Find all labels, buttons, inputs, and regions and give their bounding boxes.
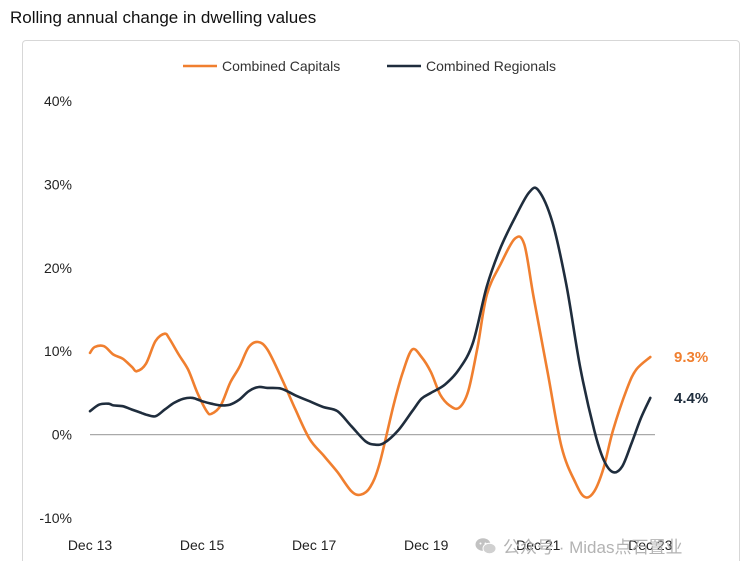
series-lines — [88, 186, 652, 499]
x-tick-label: Dec 13 — [68, 537, 113, 553]
x-tick-label: Dec 15 — [180, 537, 225, 553]
chart-frame — [22, 40, 740, 561]
y-tick-label: 0% — [52, 427, 72, 443]
y-tick-label: 40% — [44, 93, 72, 109]
end-label-combined-capitals: 9.3% — [674, 349, 708, 366]
x-axis-ticks: Dec 13 Dec 15 Dec 17 Dec 19 Dec 21 Dec 23 — [68, 537, 673, 553]
y-tick-label: 10% — [44, 343, 72, 359]
series-line-combined-regionals — [88, 186, 652, 474]
legend-label-combined-capitals: Combined Capitals — [222, 58, 340, 74]
y-tick-label: 20% — [44, 260, 72, 276]
x-tick-label: Dec 23 — [628, 537, 673, 553]
series-line-combined-capitals — [88, 235, 652, 499]
y-axis-ticks: 40% 30% 20% 10% 0% -10% — [39, 93, 72, 526]
legend: Combined Capitals Combined Regionals — [183, 58, 556, 74]
watermark: 公众号 · Midas点石置业 — [475, 533, 682, 558]
y-tick-label: 30% — [44, 176, 72, 192]
end-labels: 9.3% 4.4% — [674, 349, 708, 407]
y-tick-label: -10% — [39, 510, 72, 526]
watermark-text: 公众号 · Midas点石置业 — [503, 538, 683, 557]
end-label-combined-regionals: 4.4% — [674, 390, 708, 407]
x-tick-label: Dec 19 — [404, 537, 449, 553]
x-tick-label: Dec 17 — [292, 537, 337, 553]
legend-label-combined-regionals: Combined Regionals — [426, 58, 556, 74]
wechat-icon — [475, 537, 497, 554]
x-tick-label: Dec 21 — [516, 537, 561, 553]
chart-title: Rolling annual change in dwelling values — [10, 8, 317, 27]
